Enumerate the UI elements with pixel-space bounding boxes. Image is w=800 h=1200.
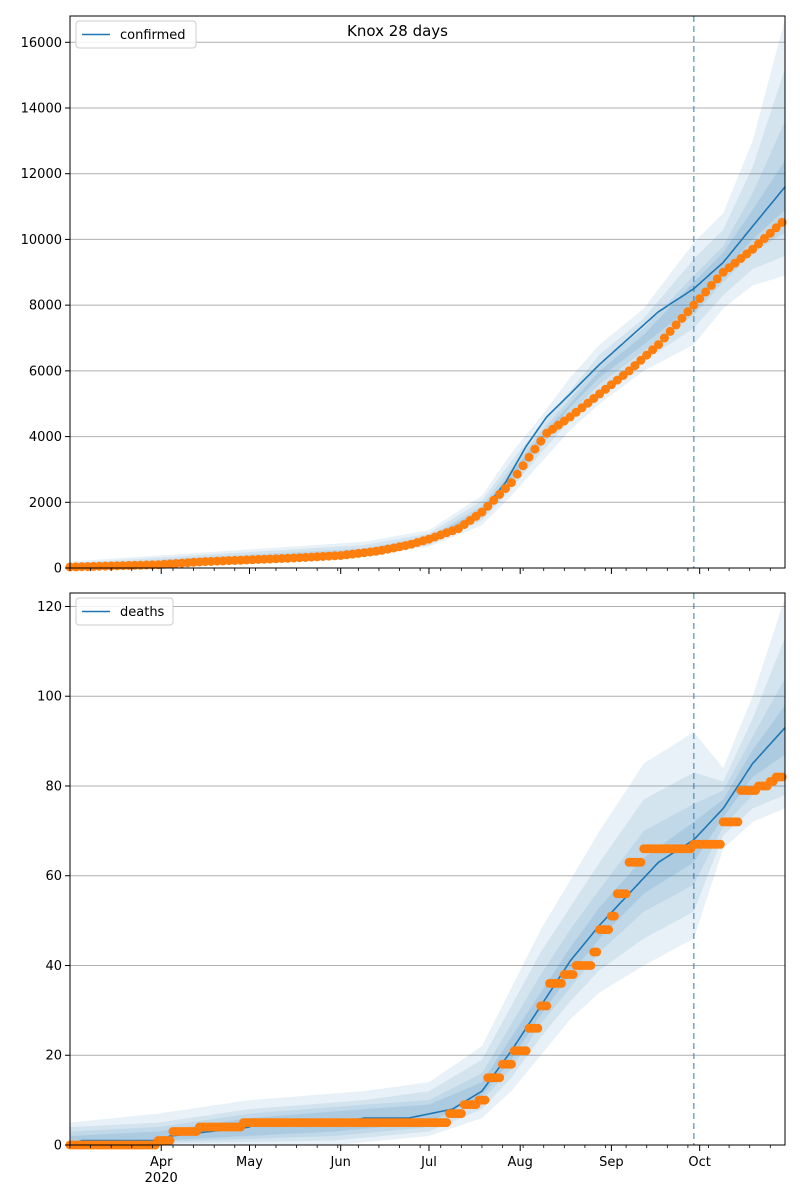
deaths-observed-point: [733, 817, 743, 827]
deaths-observed-point: [521, 1046, 531, 1056]
deaths-ytick-label: 100: [37, 690, 62, 705]
confirmed-observed-point: [671, 320, 681, 330]
deaths-observed-point: [165, 1136, 175, 1145]
confirmed-ytick-label: 8000: [29, 299, 62, 314]
confirmed-observed-point: [654, 340, 663, 350]
confirmed-observed-point: [683, 307, 693, 317]
confirmed-ytick-label: 2000: [29, 496, 62, 511]
confirmed-observed-point: [636, 355, 646, 365]
confirmed-observed-point: [506, 478, 516, 488]
deaths-xtick-label: Aug: [507, 1155, 532, 1170]
confirmed-observed-point: [748, 244, 758, 254]
confirmed-ytick-label: 12000: [21, 167, 62, 182]
deaths-observed-point: [456, 1109, 466, 1119]
deaths-xtick-label: May: [236, 1155, 263, 1170]
deaths-observed-point: [542, 1001, 552, 1011]
confirmed-axes-frame: [69, 15, 786, 569]
deaths-observed-point: [533, 1023, 543, 1033]
deaths-axes-frame: [69, 592, 786, 1146]
confirmed-observed-point: [771, 223, 781, 233]
confirmed-observed-point: [624, 366, 634, 376]
confirmed-observed-point: [495, 489, 505, 499]
confirmed-legend-box: [75, 20, 197, 49]
confirmed-observed-point: [512, 469, 522, 479]
deaths-ytick-label: 0: [54, 1139, 62, 1154]
deaths-observed-point: [442, 1118, 452, 1128]
deaths-observed-point: [715, 839, 725, 849]
deaths-ytick-label: 120: [37, 600, 62, 615]
deaths-observed-point: [556, 978, 566, 988]
deaths-ytick-label: 20: [45, 1049, 62, 1064]
deaths-observed-point: [636, 857, 646, 867]
confirmed-observed-point: [759, 234, 769, 243]
confirmed-observed-point: [765, 228, 775, 238]
confirmed-observed-point: [642, 350, 652, 360]
confirmed-ytick-label: 6000: [29, 364, 62, 379]
confirmed-observed-point: [754, 239, 763, 249]
chart-title: Knox 28 days: [347, 22, 448, 40]
confirmed-observed-point: [659, 333, 669, 343]
confirmed-observed-point: [483, 501, 493, 511]
confirmed-observed-point: [518, 461, 528, 471]
deaths-xtick-label: Oct: [688, 1155, 710, 1170]
confirmed-observed-point: [677, 313, 687, 323]
confirmed-legend-label: confirmed: [120, 28, 186, 43]
deaths-observed-point: [495, 1073, 505, 1083]
confirmed-observed-point: [477, 507, 487, 517]
confirmed-observed-point: [712, 274, 722, 284]
confirmed-observed-point: [630, 361, 640, 371]
deaths-xtick-label: Jun: [330, 1155, 351, 1170]
deaths-observed-point: [777, 772, 787, 782]
deaths-band-2: [70, 637, 785, 1145]
confirmed-band-3: [70, 121, 785, 568]
confirmed-observed-point: [530, 444, 540, 454]
confirmed-ytick-label: 0: [54, 562, 62, 577]
deaths-xtick-label: Jul: [420, 1155, 437, 1170]
confirmed-observed-point: [536, 436, 546, 446]
deaths-observed-point: [506, 1059, 516, 1069]
deaths-legend-label: deaths: [120, 605, 165, 620]
confirmed-observed-point: [648, 345, 658, 355]
confirmed-observed-point: [489, 495, 499, 505]
confirmed-observed-point: [501, 484, 510, 493]
deaths-xtick-year-label: 2020: [145, 1171, 178, 1186]
confirmed-ytick-label: 10000: [21, 233, 62, 248]
deaths-observed-point: [480, 1095, 490, 1105]
deaths-xtick-label: Apr: [150, 1155, 173, 1170]
deaths-band-3: [70, 678, 785, 1145]
deaths-observed-point: [604, 925, 613, 935]
confirmed-chart: 0 2000 4000 6000 8000 10000 12000 14000 16000 con…: [21, 15, 787, 577]
deaths-observed-point: [592, 947, 602, 957]
confirmed-observed-point: [524, 452, 534, 462]
confirmed-observed-point: [777, 217, 787, 227]
deaths-observed-point: [621, 889, 631, 899]
confirmed-ytick-label: 4000: [29, 430, 62, 445]
confirmed-observed-point: [706, 280, 716, 290]
confirmed-observed-point: [665, 326, 675, 336]
confirmed-observed-point: [701, 287, 711, 297]
deaths-ytick-label: 80: [45, 779, 62, 794]
deaths-ytick-label: 60: [45, 869, 62, 884]
deaths-band-1: [70, 597, 785, 1145]
deaths-ytick-label: 40: [45, 959, 62, 974]
confirmed-ytick-label: 14000: [21, 102, 62, 117]
deaths-observed-point: [586, 961, 596, 970]
deaths-xtick-label: Sep: [599, 1155, 624, 1170]
deaths-observed-point: [609, 911, 619, 921]
deaths-observed-point: [568, 970, 578, 979]
confirmed-observed-point: [695, 294, 705, 304]
deaths-legend-box: [75, 597, 174, 626]
confirmed-observed-point: [689, 300, 699, 310]
confirmed-ytick-label: 16000: [21, 36, 62, 51]
